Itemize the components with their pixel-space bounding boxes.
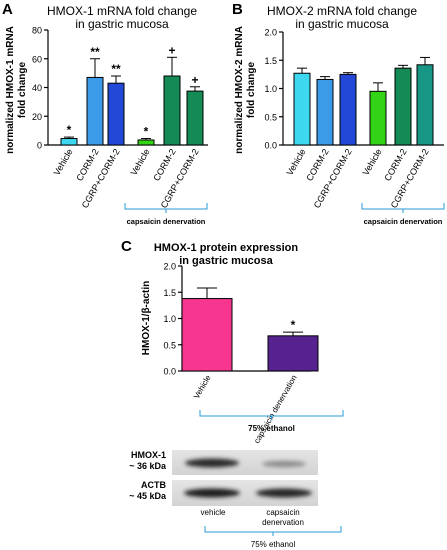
y-tick-label: 20: [32, 112, 42, 122]
significance-mark-3: *: [144, 125, 149, 139]
significance-mark-0: *: [67, 123, 72, 137]
panel-c-plot: 0.0 0.5 1.0 1.5 2.0 Vehicle * capsaicin denerva…: [163, 262, 344, 446]
blot-row-actb-size: ~ 45 kDa: [129, 491, 167, 501]
y-tick-label: 1.5: [264, 56, 277, 66]
blot-lane-vehicle: vehicle: [201, 508, 226, 517]
band-hmox1-vehicle: [185, 458, 239, 468]
bar-3: [137, 139, 155, 146]
y-tick-label: 0: [37, 141, 42, 151]
group-label: capsaicin denervation: [127, 217, 206, 226]
group-bracket: [361, 203, 445, 213]
bar-1: [86, 76, 104, 146]
band-actb-vehicle: [184, 488, 240, 498]
significance-mark-1: **: [90, 45, 100, 59]
category-label-3: Vehicle: [129, 147, 152, 177]
blot-row-actb-name: ACTB: [141, 480, 166, 490]
y-tick-label: 0.5: [163, 340, 176, 350]
blot-lane-capsaicin-line1: capsaicin: [266, 508, 299, 517]
y-tick-label: 1.0: [264, 84, 277, 94]
panel-a-title-line1: HMOX-1 mRNA fold change: [47, 4, 197, 18]
y-tick-label: 40: [32, 83, 42, 93]
bar-5: [416, 64, 434, 146]
panel-b: B HMOX-2 mRNA fold change in gastric muc…: [232, 1, 445, 226]
group-bracket: [124, 203, 208, 213]
panel-c: C HMOX-1 protein expression in gastric m…: [121, 238, 344, 446]
bar-1: [267, 335, 319, 372]
panel-c-title-line2: in gastric mucosa: [179, 255, 273, 267]
panel-b-title-line1: HMOX-2 mRNA fold change: [267, 4, 417, 18]
blot-group-label: 75% ethanol: [251, 540, 296, 549]
y-tick-label: 2.0: [264, 28, 277, 38]
panel-c-letter: C: [121, 238, 132, 255]
significance-mark-2: **: [111, 62, 121, 76]
panel-a-letter: A: [2, 1, 13, 18]
panel-b-title-line2: in gastric mucosa: [295, 17, 389, 31]
bar-3: [369, 90, 387, 146]
y-tick-label: 0.5: [264, 112, 277, 122]
blot-row-hmox1-size: ~ 36 kDa: [129, 461, 167, 471]
y-tick-label: 1.5: [163, 288, 176, 298]
significance-mark-5: +: [191, 73, 198, 87]
category-label-0: Vehicle: [52, 147, 75, 177]
blot-lane-capsaicin-line2: denervation: [262, 518, 304, 527]
blot-bracket: [204, 526, 342, 536]
panel-a-ylabel-line1: normalized HMOX-1 mRNA: [5, 26, 16, 154]
group-label: 75% ethanol: [248, 424, 295, 433]
bar-2: [107, 82, 125, 146]
group-bracket: [199, 410, 344, 420]
bar-4: [163, 75, 181, 146]
panel-b-letter: B: [232, 1, 243, 18]
category-label-0: Vehicle: [285, 147, 308, 177]
bar-4: [394, 67, 412, 146]
bar-0: [293, 72, 311, 146]
y-tick-label: 60: [32, 54, 42, 64]
y-tick-label: 0.0: [264, 141, 277, 151]
blot-row-hmox1-name: HMOX-1: [131, 450, 166, 460]
significance-mark-1: *: [291, 318, 296, 332]
y-tick-label: 1.0: [163, 314, 176, 324]
panel-b-ylabel-line2: fold change: [246, 62, 257, 119]
band-actb-capsaicin: [256, 488, 312, 498]
panel-a-plot: 020406080*Vehicle**CORM-2**CGRP+CORM-2*V…: [32, 26, 208, 226]
category-label-0: Vehicle: [192, 373, 213, 400]
y-tick-label: 0.0: [163, 367, 176, 377]
panel-a: A HMOX-1 mRNA fold change in gastric muc…: [2, 1, 208, 226]
bar-0: [60, 138, 78, 146]
bar-2: [339, 73, 357, 146]
panel-a-ylabel-line2: fold change: [17, 62, 28, 119]
panel-b-ylabel-line1: normalized HMOX-2 mRNA: [234, 26, 245, 154]
y-tick-label: 2.0: [163, 262, 176, 272]
group-label: capsaicin denervation: [364, 217, 443, 226]
significance-mark-4: +: [168, 43, 175, 57]
panel-c-title-line1: HMOX-1 protein expression: [154, 242, 299, 254]
bar-5: [186, 90, 204, 146]
band-hmox1-capsaicin: [262, 460, 306, 468]
bar-1: [316, 78, 334, 146]
category-label-3: Vehicle: [361, 147, 384, 177]
western-blot: HMOX-1 ~ 36 kDa ACTB ~ 45 kDa vehicle ca…: [129, 450, 342, 549]
y-tick-label: 80: [32, 26, 42, 36]
bar-0: [181, 298, 233, 372]
panel-a-title-line2: in gastric mucosa: [75, 17, 169, 31]
panel-c-ylabel: HMOX-1/β-actin: [141, 281, 152, 355]
category-label-1: capsaicin denervation: [252, 374, 298, 446]
